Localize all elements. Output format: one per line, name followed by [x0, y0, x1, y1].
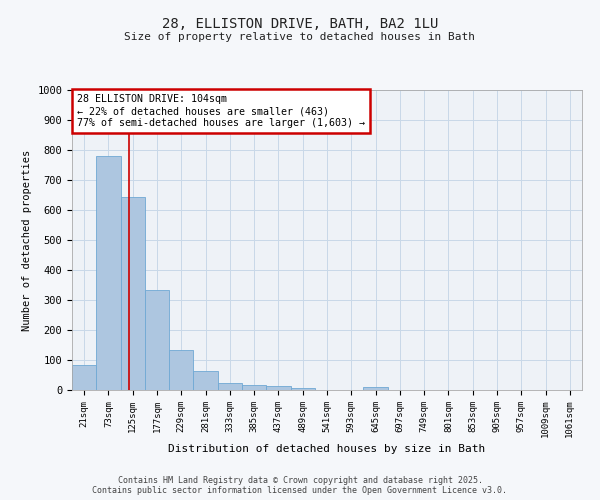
Text: 28 ELLISTON DRIVE: 104sqm
← 22% of detached houses are smaller (463)
77% of semi: 28 ELLISTON DRIVE: 104sqm ← 22% of detac… — [77, 94, 365, 128]
Bar — [96, 156, 121, 390]
Text: Contains HM Land Registry data © Crown copyright and database right 2025.: Contains HM Land Registry data © Crown c… — [118, 476, 482, 485]
Bar — [290, 388, 315, 390]
Text: Contains public sector information licensed under the Open Government Licence v3: Contains public sector information licen… — [92, 486, 508, 495]
Bar — [121, 196, 145, 390]
Text: Size of property relative to detached houses in Bath: Size of property relative to detached ho… — [125, 32, 476, 42]
Bar — [364, 387, 388, 390]
Y-axis label: Number of detached properties: Number of detached properties — [22, 150, 32, 330]
Bar — [193, 372, 218, 390]
Bar — [72, 365, 96, 390]
Bar — [145, 290, 169, 390]
X-axis label: Distribution of detached houses by size in Bath: Distribution of detached houses by size … — [169, 444, 485, 454]
Bar — [218, 382, 242, 390]
Bar — [169, 350, 193, 390]
Bar — [242, 384, 266, 390]
Bar — [266, 386, 290, 390]
Text: 28, ELLISTON DRIVE, BATH, BA2 1LU: 28, ELLISTON DRIVE, BATH, BA2 1LU — [162, 18, 438, 32]
